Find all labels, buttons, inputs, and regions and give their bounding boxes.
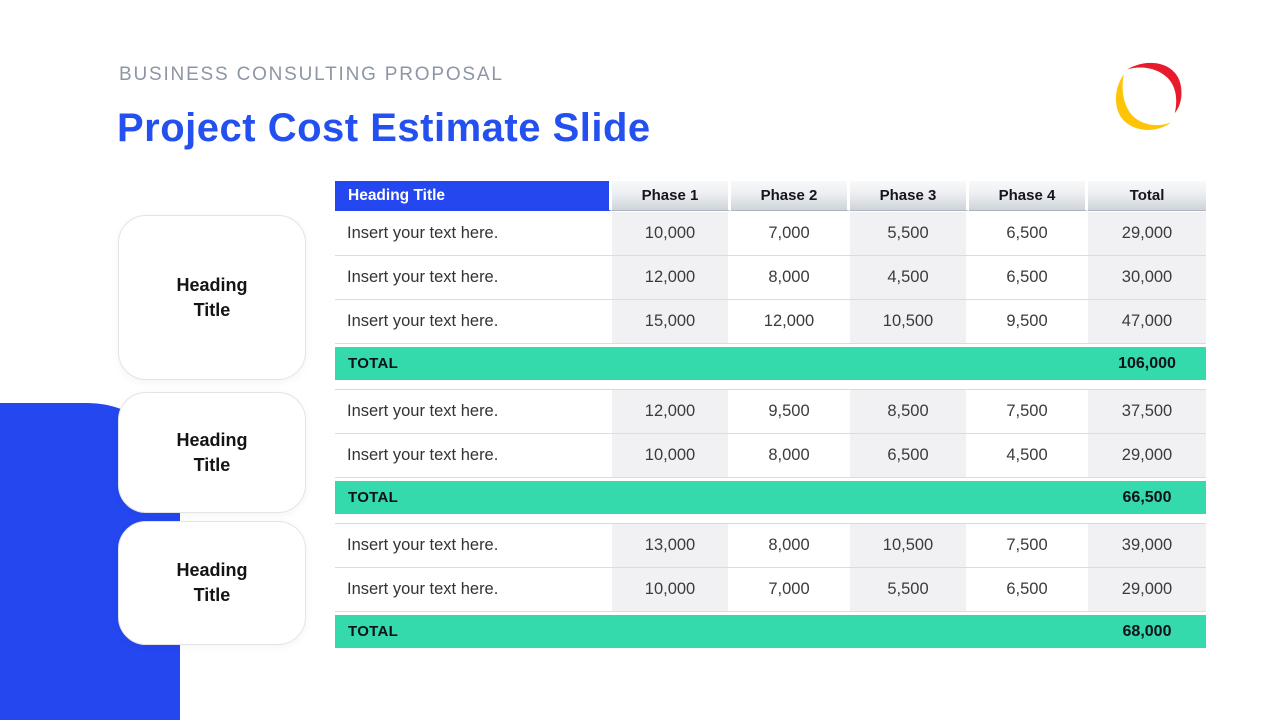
row-value-cell: 8,000 — [731, 524, 850, 567]
row-value-cell: 10,000 — [612, 568, 731, 611]
row-value-cell: 10,000 — [612, 434, 731, 477]
table-section-2: Insert your text here. 12,000 9,500 8,50… — [335, 389, 1206, 514]
heading-card-3-label: Heading Title — [176, 560, 248, 605]
table-row: Insert your text here. 10,000 7,000 5,50… — [335, 568, 1206, 612]
total-label: TOTAL — [348, 623, 399, 640]
row-value-cell: 6,500 — [969, 256, 1088, 299]
row-value-cell: 6,500 — [969, 212, 1088, 255]
row-value-cell: 30,000 — [1088, 256, 1206, 299]
total-row: TOTAL 66,500 — [335, 481, 1206, 514]
total-label: TOTAL — [348, 489, 399, 506]
row-value-cell: 5,500 — [850, 212, 969, 255]
row-value-cell: 9,500 — [969, 300, 1088, 343]
table-header-row: Heading Title Phase 1 Phase 2 Phase 3 Ph… — [335, 181, 1206, 212]
row-label-cell: Insert your text here. — [335, 300, 612, 343]
heading-card-1-label: Heading Title — [176, 274, 248, 320]
row-label-cell: Insert your text here. — [335, 256, 612, 299]
row-value-cell: 7,500 — [969, 390, 1088, 433]
row-value-cell: 6,500 — [850, 434, 969, 477]
header-cell-heading-title: Heading Title — [335, 181, 612, 211]
row-value-cell: 5,500 — [850, 568, 969, 611]
heading-card-1: Heading Title — [118, 215, 306, 380]
row-value-cell: 12,000 — [612, 256, 731, 299]
header-cell-phase-4: Phase 4 — [969, 181, 1088, 211]
row-label-cell: Insert your text here. — [335, 212, 612, 255]
total-row: TOTAL 68,000 — [335, 615, 1206, 648]
header-cell-phase-2: Phase 2 — [731, 181, 850, 211]
brand-logo-icon — [1115, 62, 1182, 130]
page-title: Project Cost Estimate Slide — [117, 106, 651, 150]
header-cell-phase-1: Phase 1 — [612, 181, 731, 211]
row-label-cell: Insert your text here. — [335, 524, 612, 567]
total-row: TOTAL 106,000 — [335, 347, 1206, 380]
row-value-cell: 15,000 — [612, 300, 731, 343]
table-section-1: Insert your text here. 10,000 7,000 5,50… — [335, 212, 1206, 380]
table-row: Insert your text here. 13,000 8,000 10,5… — [335, 524, 1206, 568]
cost-table: Heading Title Phase 1 Phase 2 Phase 3 Ph… — [335, 181, 1206, 648]
total-value: 106,000 — [1118, 354, 1176, 372]
row-value-cell: 8,000 — [731, 256, 850, 299]
row-value-cell: 29,000 — [1088, 212, 1206, 255]
row-label-cell: Insert your text here. — [335, 568, 612, 611]
table-row: Insert your text here. 12,000 8,000 4,50… — [335, 256, 1206, 300]
row-value-cell: 29,000 — [1088, 434, 1206, 477]
total-value: 68,000 — [1122, 622, 1172, 640]
row-value-cell: 7,500 — [969, 524, 1088, 567]
row-value-cell: 8,000 — [731, 434, 850, 477]
logo-red-swoosh — [1127, 62, 1182, 114]
table-row: Insert your text here. 10,000 7,000 5,50… — [335, 212, 1206, 256]
row-value-cell: 4,500 — [850, 256, 969, 299]
table-row: Insert your text here. 10,000 8,000 6,50… — [335, 434, 1206, 478]
row-value-cell: 12,000 — [731, 300, 850, 343]
row-value-cell: 12,000 — [612, 390, 731, 433]
row-value-cell: 7,000 — [731, 568, 850, 611]
header-cell-phase-3: Phase 3 — [850, 181, 969, 211]
row-value-cell: 8,500 — [850, 390, 969, 433]
row-value-cell: 13,000 — [612, 524, 731, 567]
heading-card-2-label: Heading Title — [176, 429, 248, 475]
row-value-cell: 9,500 — [731, 390, 850, 433]
header-cell-total: Total — [1088, 181, 1206, 211]
row-value-cell: 7,000 — [731, 212, 850, 255]
row-value-cell: 29,000 — [1088, 568, 1206, 611]
logo-yellow-swoosh — [1115, 74, 1171, 130]
heading-card-3: Heading Title — [118, 521, 306, 645]
table-row: Insert your text here. 12,000 9,500 8,50… — [335, 390, 1206, 434]
row-label-cell: Insert your text here. — [335, 390, 612, 433]
row-value-cell: 37,500 — [1088, 390, 1206, 433]
row-label-cell: Insert your text here. — [335, 434, 612, 477]
row-value-cell: 39,000 — [1088, 524, 1206, 567]
table-section-3: Insert your text here. 13,000 8,000 10,5… — [335, 523, 1206, 648]
row-value-cell: 47,000 — [1088, 300, 1206, 343]
row-value-cell: 10,500 — [850, 300, 969, 343]
row-value-cell: 10,000 — [612, 212, 731, 255]
row-value-cell: 6,500 — [969, 568, 1088, 611]
kicker-text: BUSINESS CONSULTING PROPOSAL — [119, 64, 504, 85]
table-row: Insert your text here. 15,000 12,000 10,… — [335, 300, 1206, 344]
total-label: TOTAL — [348, 355, 399, 372]
row-value-cell: 10,500 — [850, 524, 969, 567]
row-value-cell: 4,500 — [969, 434, 1088, 477]
heading-card-2: Heading Title — [118, 392, 306, 513]
total-value: 66,500 — [1122, 488, 1172, 506]
